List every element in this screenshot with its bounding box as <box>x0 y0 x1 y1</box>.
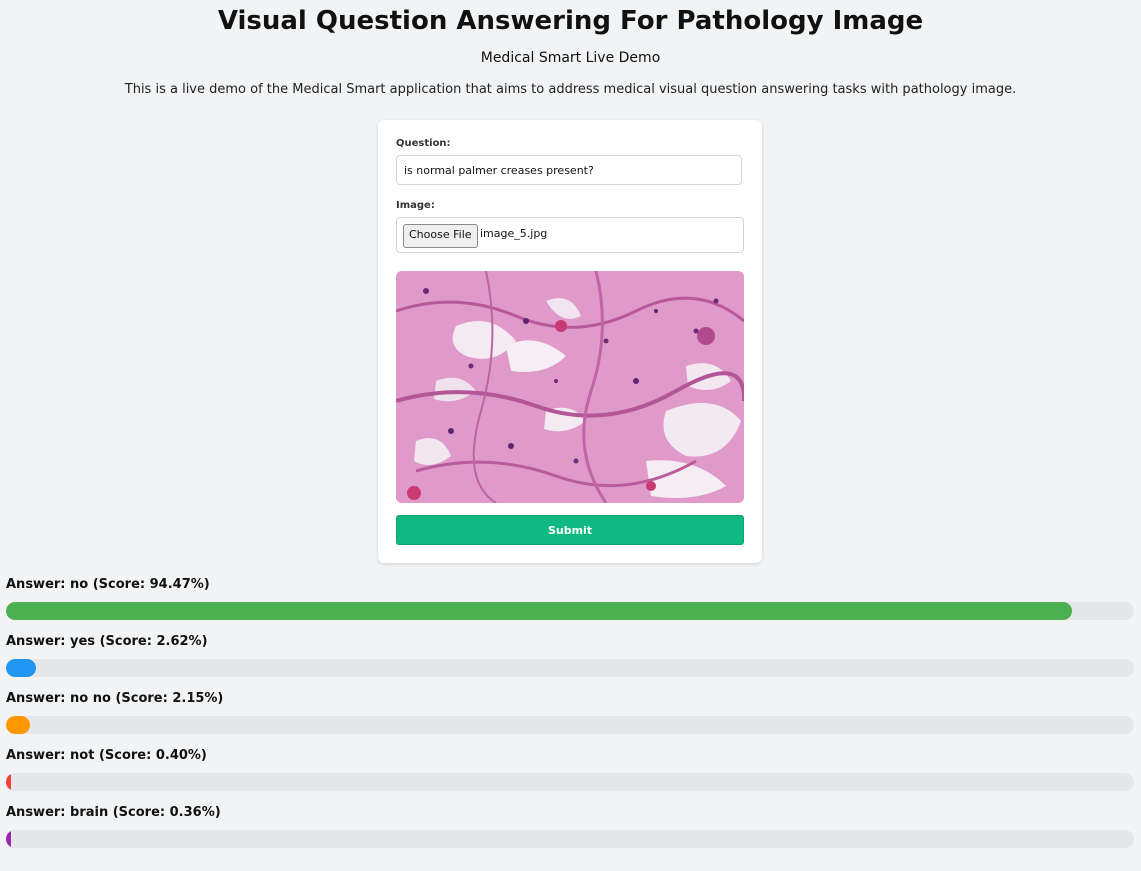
answer-score-bar <box>6 602 1134 620</box>
selected-file-name: image_5.jpg <box>480 227 548 240</box>
question-input[interactable]: is normal palmer creases present? <box>396 155 742 185</box>
page-subtitle: Medical Smart Live Demo <box>480 50 661 66</box>
answer-score-fill <box>6 602 1072 620</box>
question-label: Question: <box>396 138 451 149</box>
answer-score-fill <box>6 659 36 677</box>
answer-score-bar <box>6 716 1134 734</box>
answer-score-bar <box>6 830 1134 848</box>
answer-score-fill <box>6 773 11 791</box>
answer-score-bar <box>6 659 1134 677</box>
answer-score-bar <box>6 773 1134 791</box>
answer-label: Answer: brain (Score: 0.36%) <box>6 805 221 820</box>
image-label: Image: <box>396 200 435 211</box>
pathology-image-preview <box>396 271 744 503</box>
page-description: This is a live demo of the Medical Smart… <box>124 82 1017 97</box>
page-title: Visual Question Answering For Pathology … <box>217 6 924 36</box>
choose-file-button[interactable]: Choose File <box>403 224 478 248</box>
answer-score-fill <box>6 830 11 848</box>
vqa-form-card: Question: is normal palmer creases prese… <box>378 120 762 563</box>
answer-label: Answer: yes (Score: 2.62%) <box>6 634 208 649</box>
answer-score-fill <box>6 716 31 734</box>
answer-label: Answer: no no (Score: 2.15%) <box>6 691 224 706</box>
answer-label: Answer: not (Score: 0.40%) <box>6 748 207 763</box>
submit-button[interactable]: Submit <box>396 515 744 545</box>
answer-label: Answer: no (Score: 94.47%) <box>6 577 210 592</box>
image-file-input[interactable]: Choose File image_5.jpg <box>396 217 744 253</box>
